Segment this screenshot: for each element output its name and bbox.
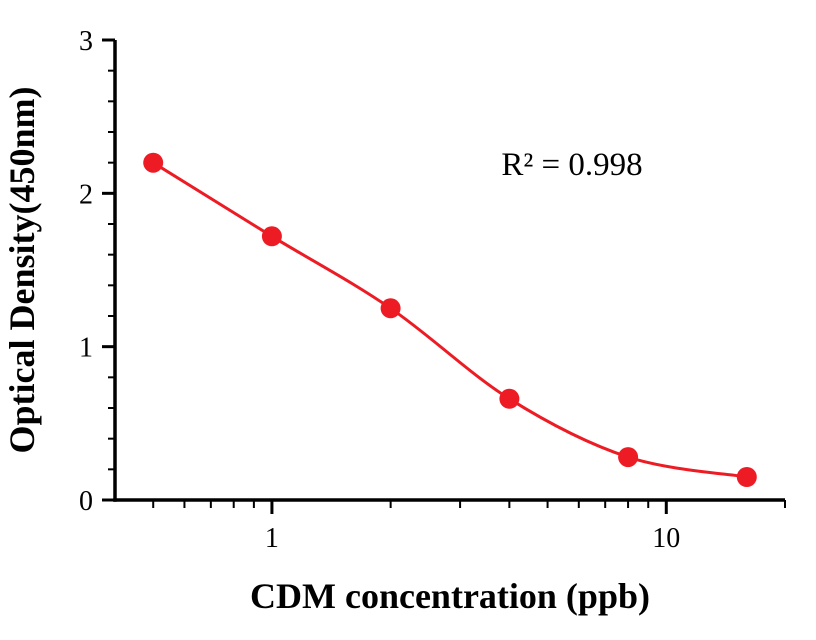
- data-point: [736, 467, 757, 487]
- y-axis-title: Optical Density(450nm): [2, 87, 42, 454]
- data-point: [261, 226, 282, 247]
- data-point: [380, 298, 401, 319]
- y-tick-label: 3: [79, 26, 93, 57]
- fitted-curve: [151, 161, 749, 479]
- plot-layer: 0 1 2 3 1 10: [79, 26, 786, 554]
- y-tick-label: 2: [79, 179, 93, 210]
- data-point: [618, 447, 639, 468]
- y-tick-label: 0: [79, 486, 93, 517]
- data-point: [143, 152, 164, 173]
- y-axis-ticks: 0 1 2 3: [79, 26, 115, 517]
- axes: [113, 40, 785, 502]
- data-point: [499, 388, 520, 409]
- r-squared-annotation: R² = 0.998: [501, 147, 642, 183]
- x-tick-label: 1: [265, 523, 279, 554]
- x-tick-label: 10: [652, 523, 680, 554]
- data-points: [143, 152, 757, 487]
- y-tick-label: 1: [79, 333, 93, 364]
- x-axis-title: CDM concentration (ppb): [250, 576, 650, 616]
- x-axis-ticks: 1 10: [152, 500, 786, 554]
